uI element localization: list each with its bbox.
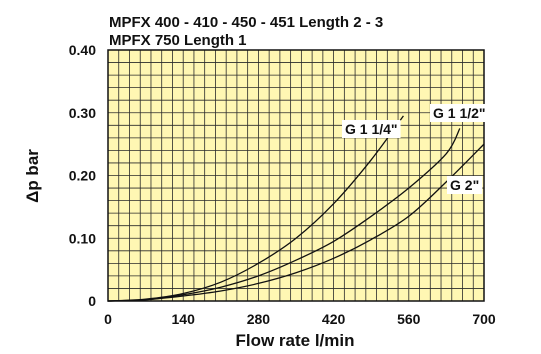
y-tick-label: 0.10 <box>69 230 96 246</box>
series-label-text: G 2" <box>450 177 479 193</box>
y-tick-label: 0 <box>88 293 96 309</box>
chart-title-line-1: MPFX 400 - 410 - 450 - 451 Length 2 - 3 <box>109 14 383 31</box>
series-label-text: G 1 1/4" <box>345 121 398 137</box>
series-labels: G 1 1/4" G 1 1/2" G 2" <box>342 104 489 194</box>
series-label-0: G 1 1/4" <box>342 120 401 138</box>
y-tick-label: 0.40 <box>69 42 96 58</box>
chart-title-line-2: MPFX 750 Length 1 <box>109 32 247 49</box>
series-label-1: G 1 1/2" <box>430 104 489 122</box>
x-tick-label: 560 <box>397 311 421 327</box>
x-tick-label: 140 <box>172 311 196 327</box>
series-line-2 <box>107 143 485 302</box>
grid <box>108 50 484 301</box>
series-line-0 <box>107 115 404 302</box>
series-label-background <box>430 104 489 122</box>
y-tick-label: 0.30 <box>69 105 96 121</box>
y-tick-labels: 0 0.10 0.20 0.30 0.40 <box>69 42 96 309</box>
x-tick-label: 420 <box>322 311 346 327</box>
series-label-background <box>342 120 401 138</box>
x-tick-labels: 0 140 280 420 560 700 <box>104 311 496 327</box>
series-lines <box>107 115 485 302</box>
series-label-background <box>447 176 483 194</box>
y-tick-label: 0.20 <box>69 168 96 184</box>
x-tick-label: 700 <box>472 311 496 327</box>
x-axis-label: Flow rate l/min <box>235 331 354 350</box>
x-tick-label: 280 <box>247 311 271 327</box>
series-label-2: G 2" <box>447 176 483 194</box>
series-line-1 <box>107 128 461 302</box>
x-tick-label: 0 <box>104 311 112 327</box>
series-label-text: G 1 1/2" <box>433 105 486 121</box>
plot-frame <box>107 49 485 302</box>
y-axis-label: Δp bar <box>23 149 42 203</box>
